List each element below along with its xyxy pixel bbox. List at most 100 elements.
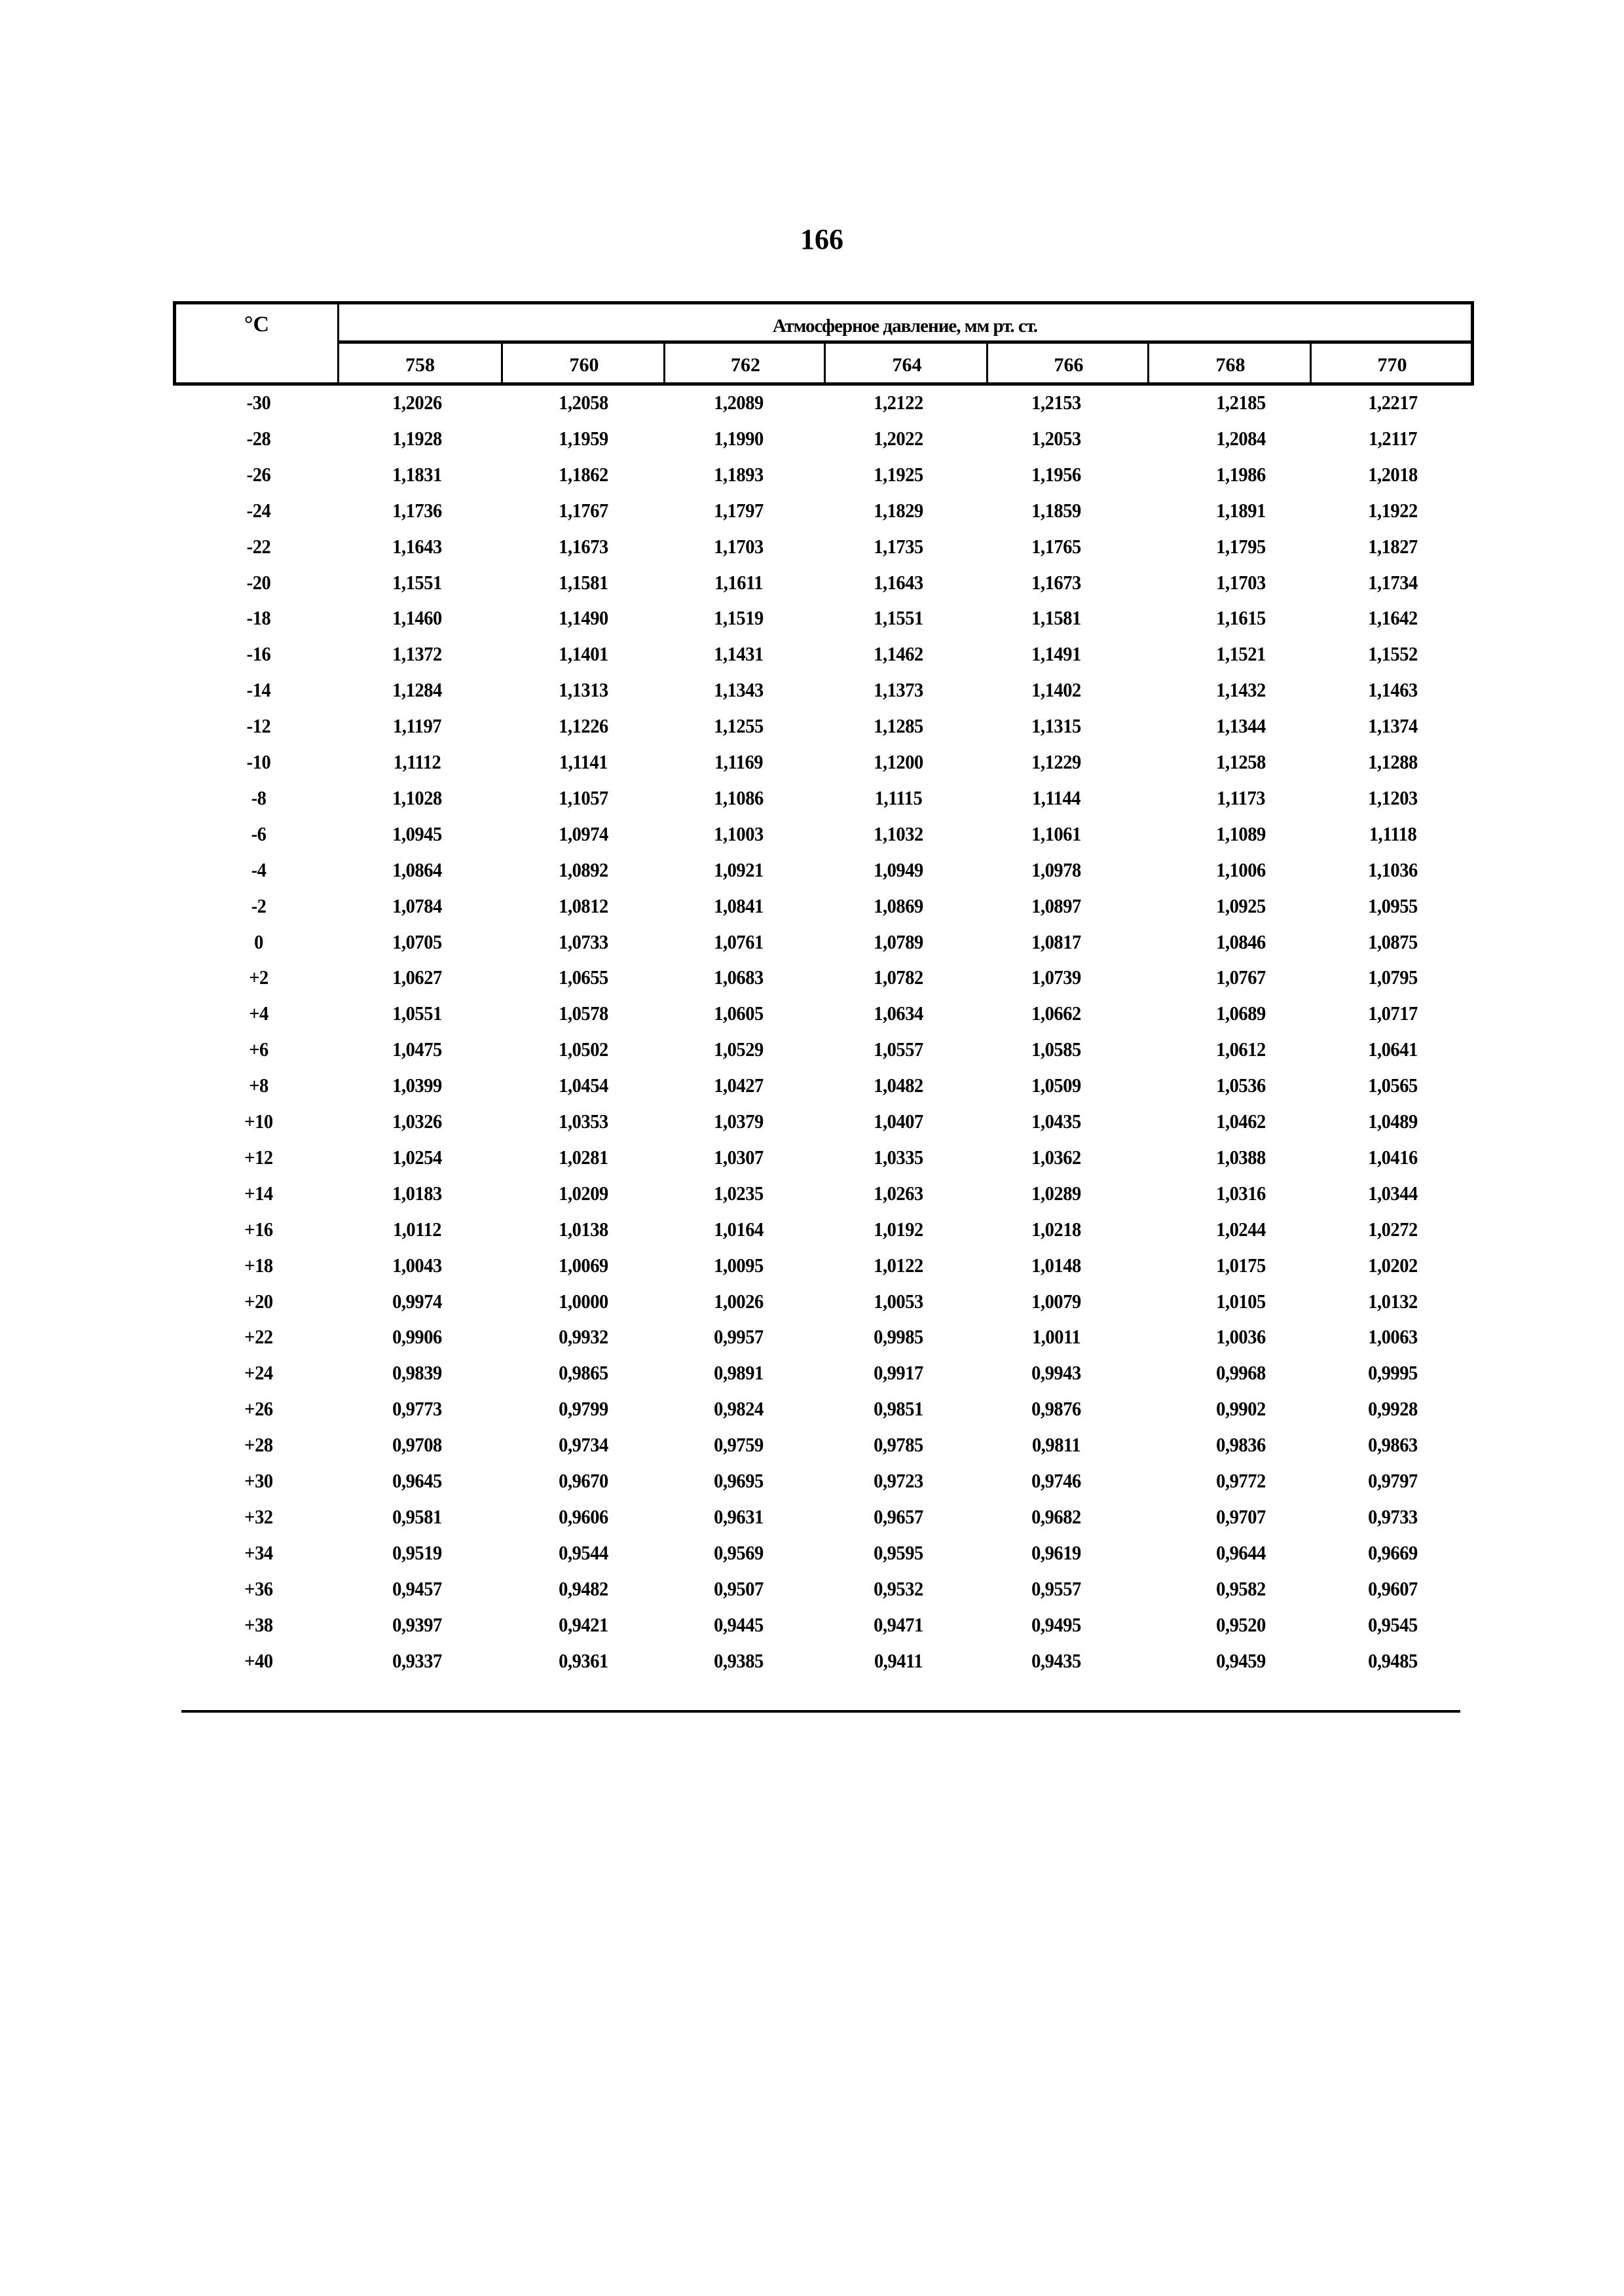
value-cell: 0,9708 (392, 1433, 442, 1457)
value-cell: 1,1432 (1216, 678, 1266, 702)
value-cell: 0,9435 (1031, 1649, 1081, 1672)
value-cell: 1,0641 (1368, 1038, 1418, 1061)
value-cell: 1,0026 (714, 1289, 764, 1313)
value-cell: 0,9811 (1031, 1433, 1081, 1457)
value-cell: 0,9485 (1368, 1649, 1418, 1672)
value-cell: 1,1521 (1216, 642, 1266, 666)
value-cell: 1,0817 (1031, 930, 1081, 953)
value-cell: 1,0502 (559, 1038, 608, 1061)
value-cell: 1,0175 (1216, 1253, 1266, 1277)
value-cell: 0,9785 (874, 1433, 923, 1457)
value-cell: 0,9557 (1031, 1576, 1081, 1600)
temperature-cell: +30 (244, 1469, 273, 1492)
value-cell: 1,0978 (1031, 858, 1081, 881)
value-cell: 0,9695 (714, 1469, 764, 1492)
value-cell: 0,9645 (392, 1469, 442, 1492)
value-cell: 1,2153 (1031, 391, 1081, 414)
value-cell: 1,0605 (714, 1002, 764, 1025)
value-cell: 1,0164 (714, 1217, 764, 1241)
value-cell: 0,9995 (1368, 1361, 1418, 1385)
value-cell: 1,1313 (559, 678, 608, 702)
value-cell: 1,0063 (1368, 1325, 1418, 1349)
value-cell: 1,0482 (874, 1074, 923, 1097)
value-cell: 1,2026 (392, 391, 442, 414)
temperature-cell: -6 (251, 822, 267, 845)
value-cell: 0,9421 (559, 1613, 608, 1636)
value-cell: 0,9943 (1031, 1361, 1081, 1385)
value-cell: 0,9985 (874, 1325, 923, 1349)
value-cell: 1,2058 (559, 391, 608, 414)
value-cell: 0,9902 (1216, 1397, 1266, 1421)
temperature-cell: +6 (249, 1038, 268, 1061)
temperature-cell: -20 (246, 570, 271, 594)
value-cell: 1,1490 (559, 606, 608, 630)
value-cell: 1,0326 (392, 1110, 442, 1133)
value-cell: 1,1315 (1031, 714, 1081, 738)
value-cell: 1,1200 (874, 750, 923, 773)
value-cell: 0,9459 (1216, 1649, 1266, 1672)
value-cell: 1,2217 (1368, 391, 1418, 414)
value-cell: 1,0612 (1216, 1038, 1266, 1061)
value-cell: 0,9520 (1216, 1613, 1266, 1636)
pressure-column-header: 762 (663, 344, 826, 382)
value-cell: 1,2089 (714, 391, 764, 414)
value-cell: 1,1372 (392, 642, 442, 666)
value-cell: 1,1003 (714, 822, 764, 845)
value-cell: 1,0634 (874, 1002, 923, 1025)
value-cell: 1,0739 (1031, 966, 1081, 989)
value-cell: 0,9891 (714, 1361, 764, 1385)
value-cell: 1,1611 (714, 570, 764, 594)
value-cell: 1,0529 (714, 1038, 764, 1061)
value-cell: 1,0316 (1216, 1181, 1266, 1205)
value-cell: 1,1831 (392, 462, 442, 486)
value-cell: 1,0655 (559, 966, 608, 989)
value-cell: 1,0000 (559, 1289, 608, 1313)
value-cell: 1,1226 (559, 714, 608, 738)
temperature-cell: -26 (246, 462, 271, 486)
value-cell: 0,9595 (874, 1540, 923, 1564)
value-cell: 0,9495 (1031, 1613, 1081, 1636)
value-cell: 0,9876 (1031, 1397, 1081, 1421)
value-cell: 1,0462 (1216, 1110, 1266, 1133)
value-cell: 1,1258 (1216, 750, 1266, 773)
temperature-cell: +8 (249, 1074, 268, 1097)
value-cell: 1,1615 (1216, 606, 1266, 630)
value-cell: 1,1373 (874, 678, 923, 702)
value-cell: 1,0475 (392, 1038, 442, 1061)
value-cell: 0,9707 (1216, 1504, 1266, 1528)
temperature-cell: +26 (244, 1397, 273, 1421)
value-cell: 1,0841 (714, 894, 764, 917)
temperature-cell: -28 (246, 426, 271, 450)
temperature-cell: +14 (244, 1181, 273, 1205)
pressure-column-header: 770 (1310, 344, 1473, 382)
value-cell: 1,0416 (1368, 1145, 1418, 1169)
value-cell: 1,0244 (1216, 1217, 1266, 1241)
value-cell: 1,1229 (1031, 750, 1081, 773)
value-cell: 0,9471 (874, 1613, 923, 1636)
value-cell: 0,9865 (559, 1361, 608, 1385)
value-cell: 0,9337 (392, 1649, 442, 1672)
temperature-header-label: °C (244, 312, 270, 337)
value-cell: 1,0955 (1368, 894, 1418, 917)
temperature-cell: -10 (246, 750, 271, 773)
value-cell: 1,1959 (559, 426, 608, 450)
value-cell: 0,9385 (714, 1649, 764, 1672)
value-cell: 1,0454 (559, 1074, 608, 1097)
value-cell: 1,0407 (874, 1110, 923, 1133)
value-cell: 1,1343 (714, 678, 764, 702)
value-cell: 1,0362 (1031, 1145, 1081, 1169)
value-cell: 0,9932 (559, 1325, 608, 1349)
value-cell: 1,1036 (1368, 858, 1418, 881)
temperature-cell: -8 (251, 786, 267, 809)
value-cell: 0,9397 (392, 1613, 442, 1636)
temperature-cell: -24 (246, 498, 271, 522)
temperature-header: °C (176, 304, 339, 382)
value-cell: 1,0795 (1368, 966, 1418, 989)
value-cell: 1,1735 (874, 534, 923, 558)
value-cell: 1,1144 (1031, 786, 1081, 809)
temperature-cell: +28 (244, 1433, 273, 1457)
value-cell: 1,1460 (392, 606, 442, 630)
value-cell: 1,1925 (874, 462, 923, 486)
value-cell: 0,9532 (874, 1576, 923, 1600)
value-cell: 0,9361 (559, 1649, 608, 1672)
